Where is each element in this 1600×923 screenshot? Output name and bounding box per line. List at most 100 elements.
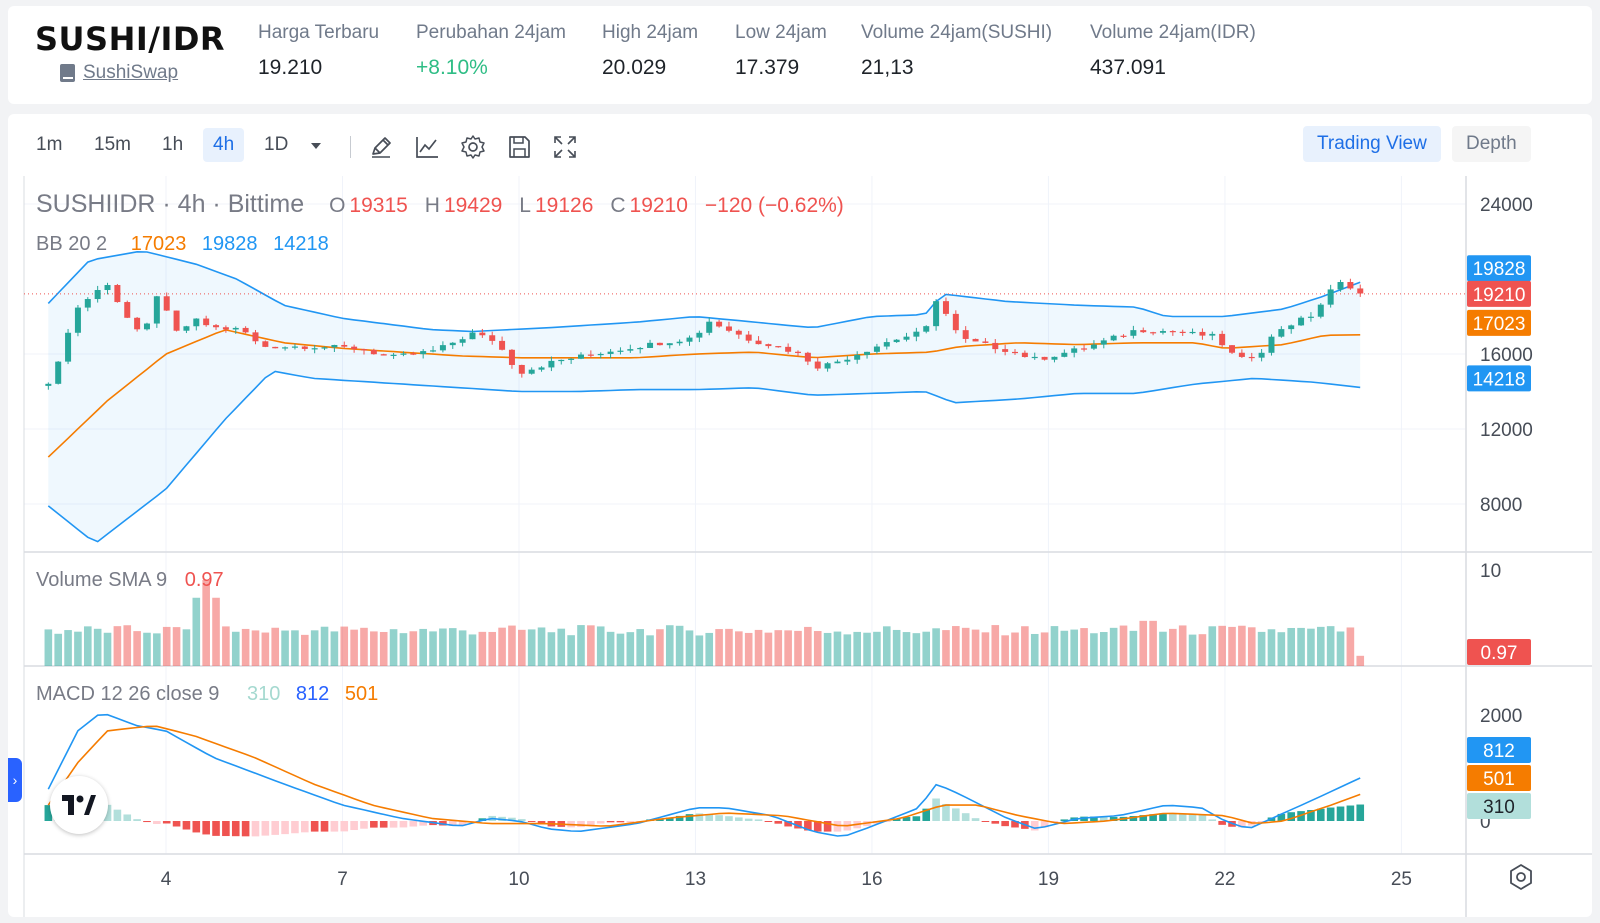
candle-body: [558, 359, 565, 362]
stat-value: 19.210: [258, 56, 323, 79]
pencil-icon[interactable]: [368, 134, 394, 160]
expand-tab[interactable]: ›: [8, 758, 22, 802]
indicator-icon[interactable]: [414, 134, 440, 160]
volume-bar: [754, 629, 763, 666]
price-tick-label: 8000: [1480, 495, 1522, 516]
chevron-down-icon[interactable]: [306, 136, 326, 156]
volume-badge: 0.97: [1481, 643, 1518, 664]
volume-bar: [547, 632, 556, 666]
macd-histogram-bar: [922, 808, 931, 821]
fullscreen-icon[interactable]: [552, 134, 578, 160]
volume-bar: [725, 628, 733, 666]
candle-body: [439, 345, 446, 351]
candle-body: [1150, 332, 1157, 334]
volume-bar: [1169, 628, 1177, 666]
macd-histogram-bar: [942, 803, 950, 821]
volume-bar: [823, 632, 832, 666]
gear-icon[interactable]: [460, 134, 486, 160]
macd-histogram-bar: [1208, 819, 1217, 821]
volume-name: Volume SMA 9: [36, 569, 168, 591]
candle-body: [282, 347, 289, 349]
macd-histogram-bar: [44, 805, 53, 821]
candle-body: [1120, 335, 1127, 337]
volume-bar: [1129, 630, 1138, 666]
candle-body: [341, 344, 348, 347]
macd-histogram-bar: [675, 815, 684, 821]
candle-body: [508, 349, 515, 365]
candle-body: [607, 351, 614, 354]
volume-bar: [429, 631, 437, 666]
timeframe-1d[interactable]: 1D: [264, 134, 289, 155]
candle-body: [1278, 329, 1285, 337]
macd-histogram-bar: [1040, 821, 1049, 828]
macd-histogram-bar: [823, 821, 832, 832]
macd-histogram-bar: [784, 821, 792, 827]
volume-bar: [44, 629, 53, 666]
source-link[interactable]: SushiSwap: [60, 62, 178, 84]
candle-body: [124, 302, 131, 318]
volume-bar: [596, 626, 605, 666]
volume-bar: [320, 626, 329, 666]
candle-body: [686, 337, 693, 342]
candle-body: [1219, 333, 1226, 346]
timeframe-4h[interactable]: 4h: [203, 128, 245, 162]
volume-bar: [113, 626, 122, 666]
timeframe-1m[interactable]: 1m: [36, 134, 63, 155]
macd-histogram-bar: [1287, 812, 1296, 821]
volume-bar: [251, 630, 260, 666]
volume-bar: [1060, 630, 1069, 666]
volume-bar: [153, 633, 161, 666]
candle-body: [1199, 331, 1206, 336]
candle-body: [518, 364, 525, 374]
volume-bar: [439, 628, 447, 666]
price-chart[interactable]: 24000 16000 12000 8000 10 2000 0 4 7 10 13 16 19 22 25…: [8, 114, 1592, 917]
candle-body: [1327, 289, 1334, 305]
candle-body: [291, 346, 298, 348]
volume-bar: [1307, 628, 1315, 666]
volume-bar: [1050, 626, 1059, 666]
volume-bar: [932, 628, 940, 666]
volume-bar: [863, 632, 871, 666]
macd-histogram-bar: [1326, 807, 1335, 821]
macd-histogram-bar: [1109, 816, 1118, 821]
time-tick-label: 10: [508, 869, 529, 890]
candle-body: [873, 346, 880, 352]
stat-change-24h: Perubahan 24jam +8.10%: [416, 22, 566, 80]
save-icon[interactable]: [506, 134, 532, 160]
macd-signal-line: [47, 725, 1361, 827]
macd-histogram-bar: [981, 821, 990, 822]
candle-body: [1209, 333, 1216, 336]
hexagon-settings-icon[interactable]: [1506, 862, 1536, 892]
trading-view-button[interactable]: Trading View: [1303, 126, 1441, 162]
candle-body: [745, 334, 752, 341]
volume-bar: [1267, 629, 1276, 666]
candle-body: [1159, 331, 1166, 333]
candle-body: [55, 361, 62, 384]
macd-histogram-bar: [310, 821, 319, 832]
volume-bar: [172, 627, 181, 666]
volume-bar: [389, 629, 398, 666]
macd-histogram-bar: [715, 815, 723, 821]
stat-volume-sushi: Volume 24jam(SUSHI) 21,13: [861, 22, 1052, 80]
timeframe-1h[interactable]: 1h: [162, 134, 184, 155]
candle-body: [577, 354, 584, 359]
ohlc-low-label: L: [519, 194, 531, 217]
candle-body: [1307, 316, 1314, 318]
depth-button[interactable]: Depth: [1452, 126, 1531, 162]
histogram-badge-bg: [1467, 793, 1531, 819]
time-tick-label: 25: [1391, 869, 1412, 890]
volume-bar: [182, 629, 191, 666]
source-label[interactable]: SushiSwap: [83, 62, 179, 83]
macd-histogram-bar: [518, 819, 526, 821]
stat-label: Volume 24jam(IDR): [1090, 22, 1256, 43]
stat-value: 20.029: [602, 56, 667, 79]
macd-histogram-bar: [1188, 813, 1197, 821]
candle-body: [903, 336, 910, 340]
tradingview-logo-icon[interactable]: [50, 776, 108, 834]
candle-body: [301, 346, 308, 349]
ohlc-open: 19315: [349, 194, 408, 217]
macd-line-value: 812: [295, 683, 330, 705]
macd-histogram-bar: [1139, 815, 1148, 821]
timeframe-15m[interactable]: 15m: [94, 134, 131, 155]
